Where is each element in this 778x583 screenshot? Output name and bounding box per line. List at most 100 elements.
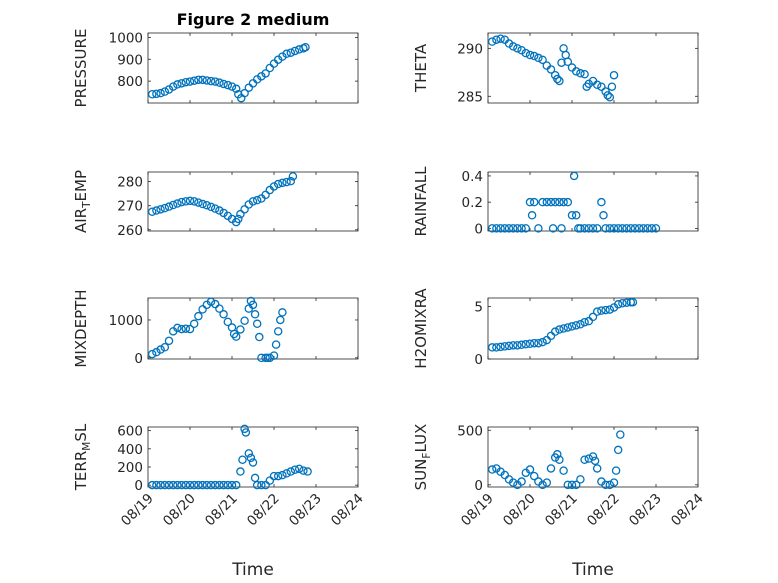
data-point [525, 197, 535, 207]
axes-frame [147, 32, 359, 104]
y-tick-label: 900 [117, 52, 143, 68]
data-point [164, 480, 174, 490]
data-point [592, 224, 602, 233]
data-point [152, 206, 161, 215]
data-point [527, 211, 537, 220]
y-tick-label: 5 [474, 299, 483, 315]
y-tick-label: 0 [134, 478, 143, 494]
data-point [257, 353, 266, 363]
data-point [559, 466, 568, 475]
data-point [618, 224, 627, 233]
data-point [288, 172, 298, 181]
data-point [278, 178, 287, 188]
data-point [219, 208, 228, 218]
data-point [580, 455, 589, 464]
data-point [276, 315, 285, 325]
data-point [500, 470, 510, 480]
data-point [244, 449, 254, 458]
subplot-sun_flux: 0 500 08/19 08/20 08/21 08/22 08/23 08/24 SUNFLU… [412, 423, 707, 580]
data-point [557, 58, 566, 67]
data-point [152, 480, 161, 490]
data-point [538, 480, 547, 490]
y-tick-label: 0.2 [462, 195, 483, 211]
data-point [525, 339, 535, 348]
data-point [282, 49, 291, 59]
y-axis-label: PRESSURE [72, 29, 90, 108]
x-tick-label: 08/21 [202, 491, 241, 530]
data-point [538, 197, 547, 207]
x-tick-label: 08/24 [328, 491, 367, 530]
data-point [215, 480, 224, 490]
data-point [185, 77, 195, 86]
data-point [282, 469, 291, 478]
data-point [508, 478, 518, 487]
y-tick-label: 600 [117, 424, 143, 440]
data-point [613, 300, 623, 309]
data-point [546, 464, 556, 473]
data-point [504, 39, 514, 48]
data-point [487, 224, 497, 233]
data-point [576, 320, 585, 329]
data-point [500, 342, 510, 351]
y-tick-label: 1000 [109, 30, 143, 46]
data-point [273, 471, 283, 481]
data-point [236, 325, 245, 334]
data-point [607, 82, 617, 91]
data-point [529, 51, 539, 61]
data-point [189, 480, 199, 490]
data-point [231, 480, 241, 490]
data-point [173, 480, 182, 490]
data-point [525, 50, 535, 60]
axes-frame [487, 297, 699, 360]
data-point [559, 324, 568, 333]
subplot-terr_msl: 0 200 400 600 08/19 08/20 08/21 08/22 08/23 08/24… [72, 423, 367, 580]
data-point [590, 456, 600, 466]
data-point [215, 304, 224, 313]
y-tick-label: 1000 [109, 313, 143, 329]
data-point [189, 76, 199, 85]
data-point [588, 224, 598, 233]
y-tick-label: 270 [117, 199, 143, 215]
data-point [588, 312, 598, 322]
data-point [261, 480, 270, 490]
data-point [609, 224, 619, 233]
data-point [286, 467, 296, 476]
data-point [517, 340, 526, 350]
data-point [265, 353, 275, 363]
data-point [160, 343, 170, 352]
axes-frame [147, 297, 359, 360]
data-point [227, 82, 237, 91]
data-point [567, 211, 577, 220]
data-point [240, 424, 249, 434]
data-point [227, 480, 237, 490]
data-point [580, 69, 589, 79]
y-axis-label: THETA [412, 43, 430, 93]
data-point [181, 480, 191, 490]
data-point [550, 327, 560, 336]
data-point [210, 480, 220, 490]
data-point [202, 200, 212, 210]
data-point [622, 298, 631, 307]
data-point [622, 224, 631, 233]
data-point [580, 224, 589, 233]
data-point [164, 85, 174, 94]
data-point [492, 343, 501, 352]
data-point [147, 349, 157, 359]
subplot-h2omixra: 0 5 H2OMIXRA [412, 288, 699, 369]
y-axis-label: RAINFALL [412, 166, 430, 237]
y-tick-label: 260 [117, 223, 143, 239]
x-tick-label: 08/23 [286, 491, 325, 530]
data-point [210, 77, 220, 86]
data-point [550, 197, 560, 207]
data-point [559, 197, 568, 207]
data-point [194, 480, 203, 490]
data-point [557, 224, 566, 233]
data-point [202, 480, 212, 490]
data-point [156, 480, 165, 490]
data-point [194, 311, 203, 321]
y-tick-label: 800 [117, 74, 143, 90]
data-point [210, 204, 220, 213]
data-point [269, 351, 279, 360]
data-point [571, 211, 581, 220]
